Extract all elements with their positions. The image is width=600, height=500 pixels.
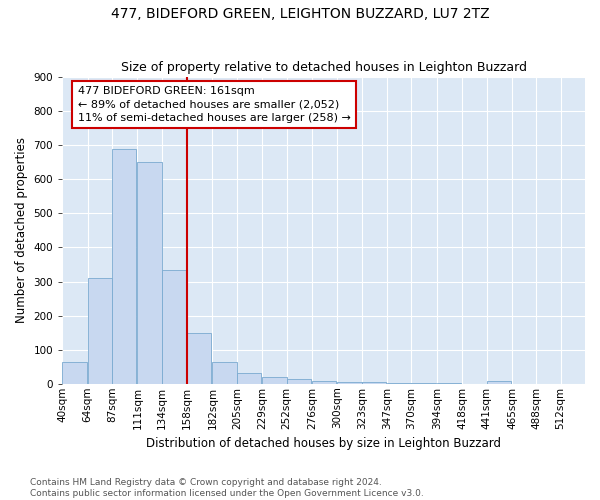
Bar [312,381,337,384]
Text: 477, BIDEFORD GREEN, LEIGHTON BUZZARD, LU7 2TZ: 477, BIDEFORD GREEN, LEIGHTON BUZZARD, L… [110,8,490,22]
Bar [287,380,311,384]
Bar [161,270,186,384]
Bar [362,382,386,384]
Bar [262,377,287,384]
Bar [412,383,436,384]
Bar [88,278,112,384]
Text: 477 BIDEFORD GREEN: 161sqm
← 89% of detached houses are smaller (2,052)
11% of s: 477 BIDEFORD GREEN: 161sqm ← 89% of deta… [78,86,351,122]
Bar [112,150,136,384]
Bar [212,362,237,384]
Bar [137,162,161,384]
Y-axis label: Number of detached properties: Number of detached properties [15,138,28,324]
X-axis label: Distribution of detached houses by size in Leighton Buzzard: Distribution of detached houses by size … [146,437,501,450]
Bar [387,382,412,384]
Text: Contains HM Land Registry data © Crown copyright and database right 2024.
Contai: Contains HM Land Registry data © Crown c… [30,478,424,498]
Bar [337,382,362,384]
Bar [237,372,261,384]
Title: Size of property relative to detached houses in Leighton Buzzard: Size of property relative to detached ho… [121,62,527,74]
Bar [62,362,86,384]
Bar [187,332,211,384]
Bar [487,381,511,384]
